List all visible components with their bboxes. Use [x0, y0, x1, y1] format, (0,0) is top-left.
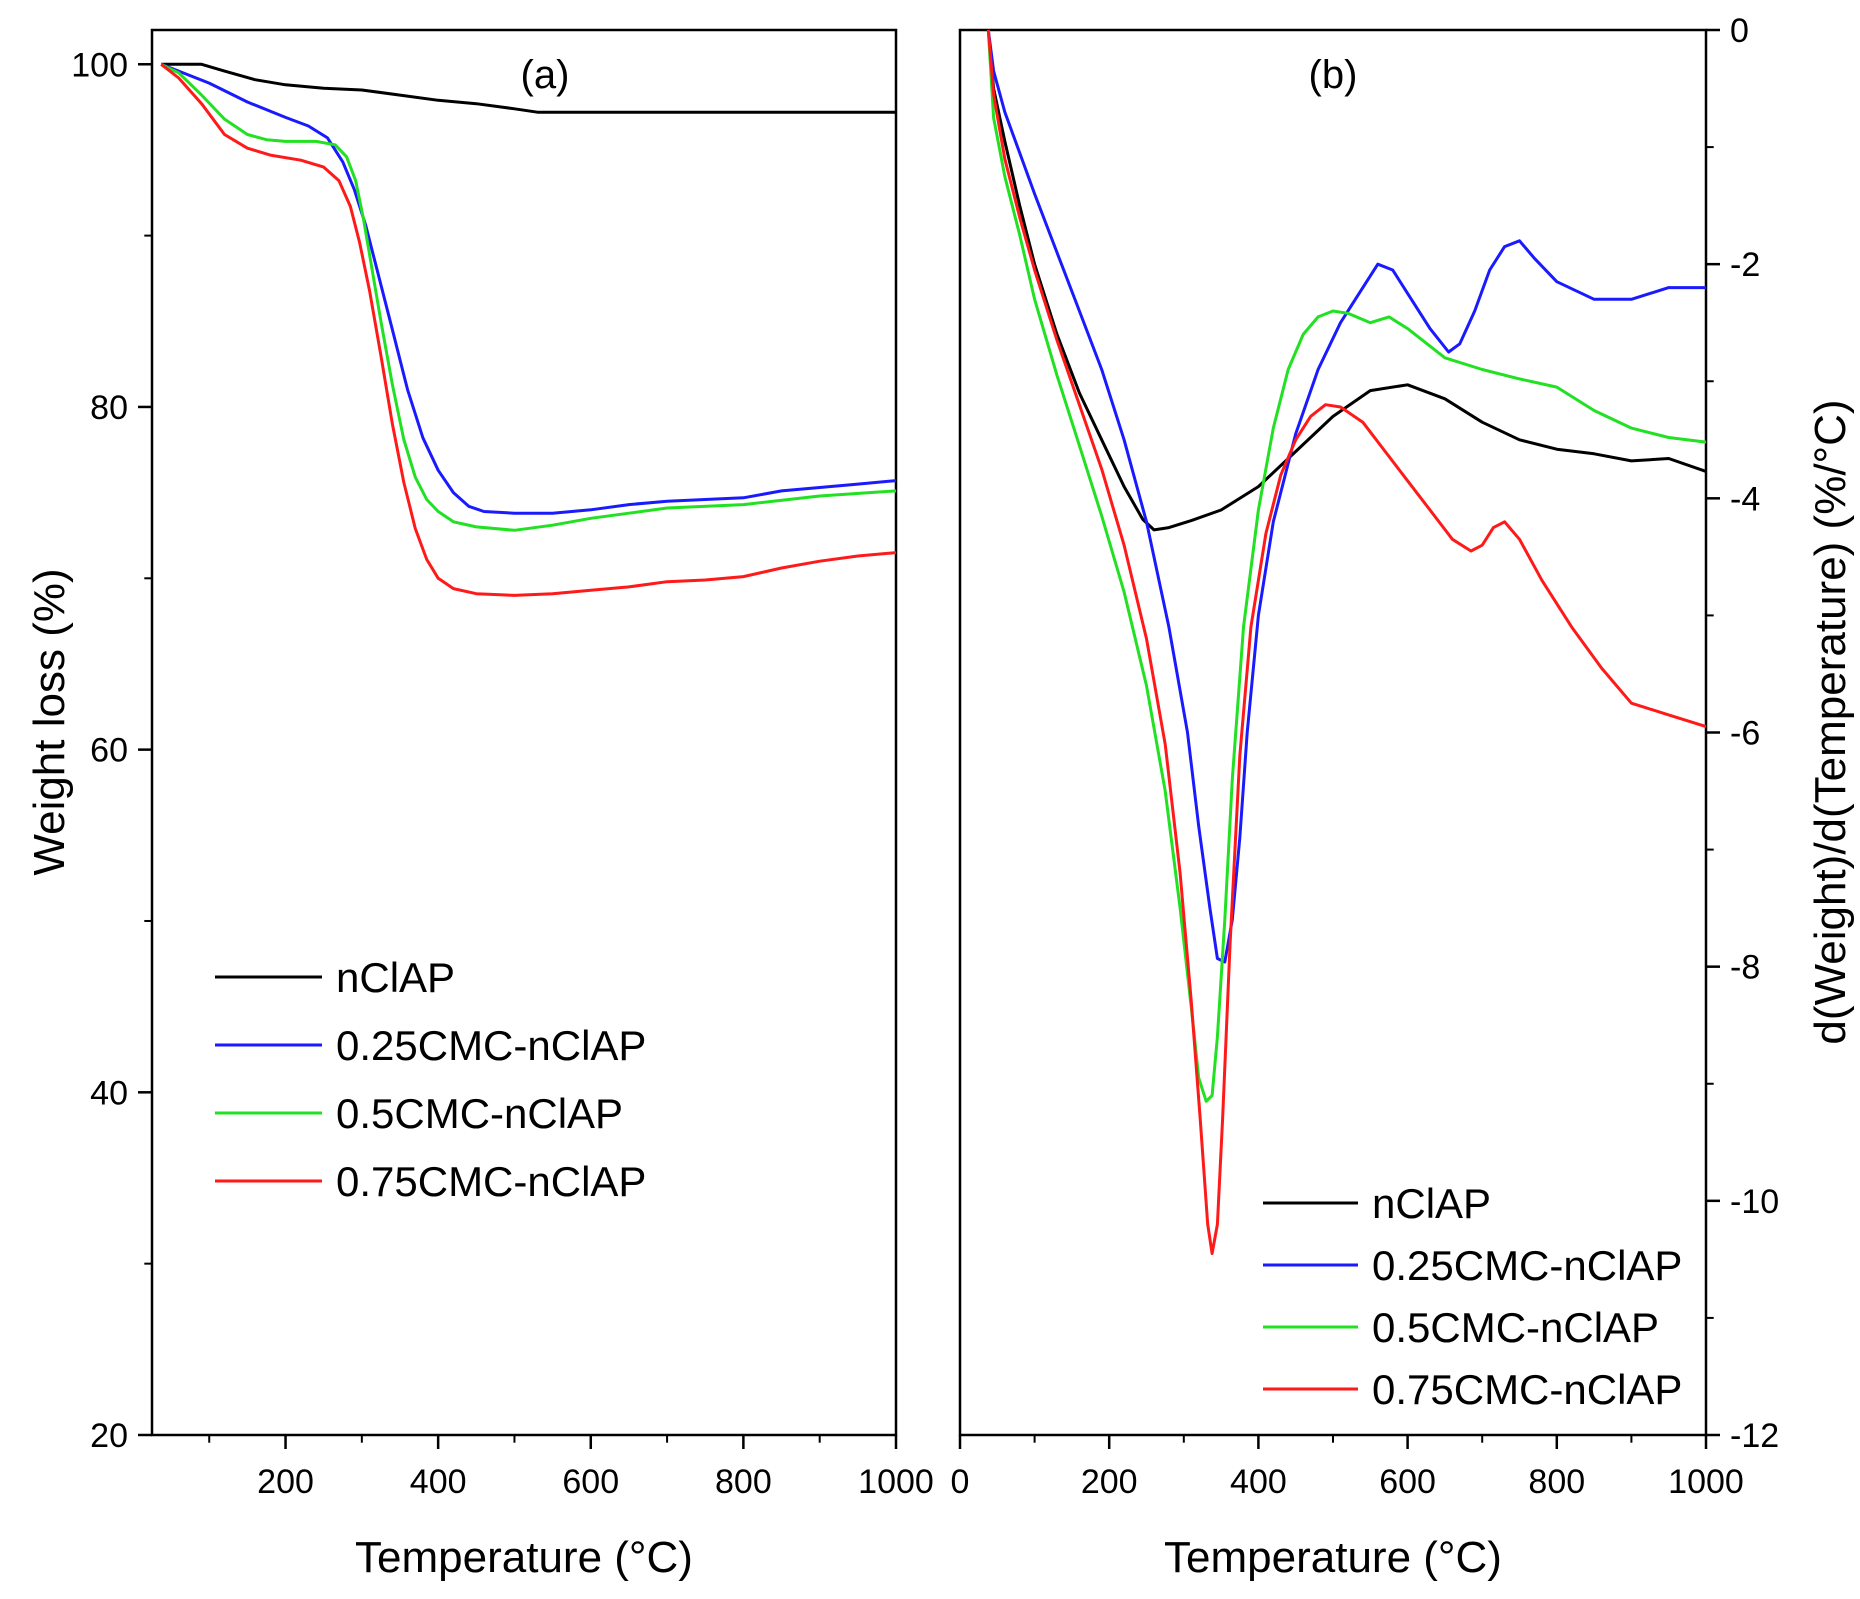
y-tick-label-a-100: 100	[71, 46, 128, 84]
x-tick-label-a-200: 200	[257, 1463, 314, 1501]
series-line-b-nclap	[986, 29, 1707, 532]
legend-label-a-0-25cmc-nclap: 0.25CMC-nClAP	[336, 1022, 646, 1069]
x-axis-title-a: Temperature (°C)	[355, 1533, 693, 1582]
series-line-a-0-25cmc-nclap	[160, 62, 897, 515]
legend-label-b-0-5cmc-nclap: 0.5CMC-nClAP	[1372, 1304, 1659, 1351]
x-tick-label-b-800: 800	[1528, 1463, 1585, 1501]
legend-label-a-0-75cmc-nclap: 0.75CMC-nClAP	[336, 1158, 646, 1205]
panel-a-weight-loss-chart: 200 400 600 800 1000 20 40 60 80 100 (a) Temperat…	[25, 28, 934, 1582]
x-tick-label-b-1000: 1000	[1668, 1463, 1744, 1501]
series-line-a-0-5cmc-nclap	[160, 62, 897, 532]
y-axis-title-b: d(Weight)/d(Temperature) (%/°C)	[1806, 399, 1855, 1044]
series-line-b-0-25cmc-nclap	[986, 29, 1706, 964]
tick-group-b: 0 200 400 600 800 1000 0 -2 -4 -6 -8 -10 -12	[951, 12, 1780, 1501]
series-group-a	[160, 62, 897, 597]
y-tick-label-b-12: -12	[1730, 1417, 1779, 1455]
series-group-b	[986, 29, 1707, 1255]
y-tick-label-b-6: -6	[1730, 715, 1760, 753]
y-axis-title-a: Weight loss (%)	[25, 568, 74, 875]
x-tick-label-b-0: 0	[951, 1463, 970, 1501]
y-tick-label-b-2: -2	[1730, 246, 1760, 284]
tick-group-a: 200 400 600 800 1000 20 40 60 80 100	[71, 46, 934, 1501]
legend-a: nClAP 0.25CMC-nClAP 0.5CMC-nClAP 0.75CMC-nC…	[215, 954, 646, 1205]
series-line-b-0-75cmc-nclap	[986, 29, 1707, 1255]
panel-b-derivative-chart: 0 200 400 600 800 1000 0 -2 -4 -6 -8 -10 -12 (b) Tem…	[951, 12, 1855, 1582]
legend-label-a-nclap: nClAP	[336, 954, 455, 1001]
panel-label-b: (b)	[1309, 53, 1358, 97]
series-line-a-0-75cmc-nclap	[160, 63, 897, 597]
panel-label-a: (a)	[521, 53, 570, 97]
series-line-a-nclap	[161, 62, 896, 114]
x-tick-label-b-600: 600	[1379, 1463, 1436, 1501]
legend-label-b-0-25cmc-nclap: 0.25CMC-nClAP	[1372, 1242, 1682, 1289]
y-tick-label-a-60: 60	[90, 732, 128, 770]
y-tick-label-b-10: -10	[1730, 1183, 1779, 1221]
x-tick-label-a-1000: 1000	[858, 1463, 934, 1501]
plot-frame-b	[958, 28, 1708, 1437]
x-tick-label-b-200: 200	[1081, 1463, 1138, 1501]
y-tick-label-a-20: 20	[90, 1417, 128, 1455]
y-tick-label-b-0: 0	[1730, 12, 1749, 50]
y-tick-label-b-4: -4	[1730, 480, 1760, 518]
legend-label-b-nclap: nClAP	[1372, 1180, 1491, 1227]
legend-label-b-0-75cmc-nclap: 0.75CMC-nClAP	[1372, 1366, 1682, 1413]
x-tick-label-b-400: 400	[1230, 1463, 1287, 1501]
y-tick-label-a-80: 80	[90, 389, 128, 427]
y-tick-label-b-8: -8	[1730, 949, 1760, 987]
y-tick-label-a-40: 40	[90, 1074, 128, 1112]
x-axis-title-b: Temperature (°C)	[1164, 1533, 1502, 1582]
legend-b: nClAP 0.25CMC-nClAP 0.5CMC-nClAP 0.75CMC-nC…	[1263, 1180, 1682, 1413]
x-tick-label-a-800: 800	[715, 1463, 772, 1501]
series-line-b-0-5cmc-nclap	[986, 29, 1707, 1103]
x-tick-label-a-400: 400	[410, 1463, 467, 1501]
x-tick-label-a-600: 600	[562, 1463, 619, 1501]
plot-frame-a	[150, 28, 898, 1437]
legend-label-a-0-5cmc-nclap: 0.5CMC-nClAP	[336, 1090, 623, 1137]
